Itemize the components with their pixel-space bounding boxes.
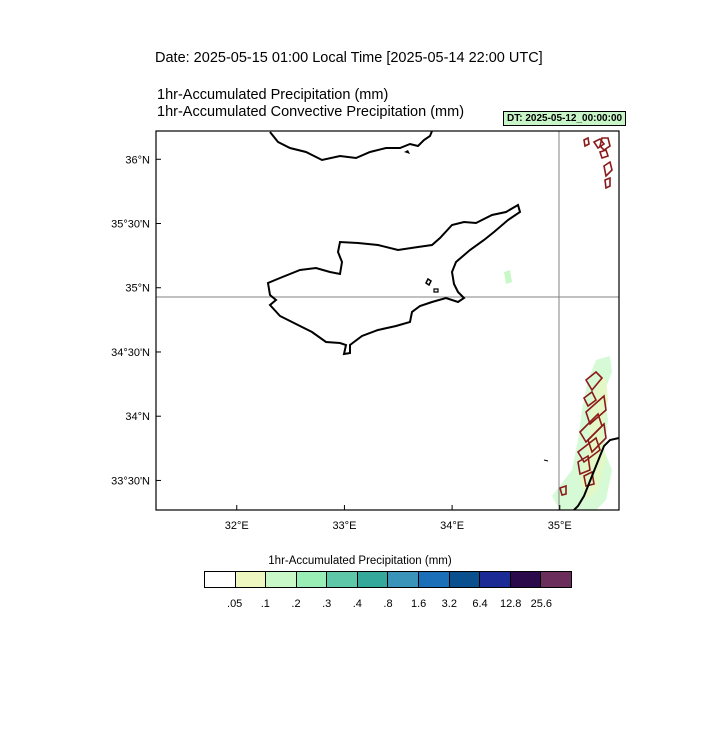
title-convective-precipitation: 1hr-Accumulated Convective Precipitation… xyxy=(157,104,465,120)
colorbar-cell xyxy=(480,572,511,587)
colorbar-cell xyxy=(541,572,571,587)
colorbar-label: 6.4 xyxy=(472,598,488,610)
cyprus-coastline xyxy=(266,203,522,356)
colorbar-label: .4 xyxy=(352,598,362,610)
levant-coastline xyxy=(573,437,620,511)
lon-tick-label: 33°E xyxy=(332,520,356,532)
colorbar-label: 3.2 xyxy=(441,598,457,610)
colorbar-label: .3 xyxy=(322,598,332,610)
colorbar-cell xyxy=(388,572,420,587)
colorbar-cell xyxy=(419,572,450,587)
colorbar-label: 12.8 xyxy=(499,598,522,610)
colorbar-label: .1 xyxy=(260,598,270,610)
colorbar-cell xyxy=(235,572,267,587)
colorbar-label: .2 xyxy=(291,598,301,610)
lat-tick-label: 35°N xyxy=(125,283,150,295)
date-line: Date: 2025-05-15 01:00 Local Time [2025-… xyxy=(155,50,543,66)
lon-tick-label: 32°E xyxy=(225,520,249,532)
colorbar-cell xyxy=(327,572,358,587)
colorbar-label: 1.6 xyxy=(411,598,427,610)
colorbar-label: 25.6 xyxy=(530,598,553,610)
islet-outline xyxy=(433,288,439,293)
colorbar-cell xyxy=(296,572,328,587)
title-precipitation: 1hr-Accumulated Precipitation (mm) xyxy=(157,87,389,103)
colorbar-cell xyxy=(510,572,542,587)
colorbar-cell xyxy=(357,572,389,587)
colorbar-label: .05 xyxy=(227,598,243,610)
colorbar-cell xyxy=(266,572,297,587)
gridlines xyxy=(156,131,619,510)
lat-tick-label: 33°30'N xyxy=(111,475,150,487)
lat-tick-label: 35°30'N xyxy=(111,219,150,231)
lon-tick-label: 34°E xyxy=(440,520,464,532)
lat-ticks: 36°N 35°30'N 35°N 34°30'N 34°N 33°30'N xyxy=(111,154,161,487)
turkey-coastline xyxy=(269,130,433,162)
lat-tick-label: 34°N xyxy=(125,411,150,423)
coast-fragment xyxy=(404,150,410,154)
colorbar-cell xyxy=(205,572,236,587)
colorbar-cell xyxy=(449,572,481,587)
islet-outline xyxy=(425,277,432,287)
dt-badge: DT: 2025-05-12_00:00:00 xyxy=(503,111,627,126)
lon-tick-label: 35°E xyxy=(548,520,572,532)
precipitation-shading xyxy=(504,270,612,510)
lon-ticks: 32°E 33°E 34°E 35°E xyxy=(225,505,572,532)
coast-fragment xyxy=(543,459,549,462)
lat-tick-label: 34°30'N xyxy=(111,347,150,359)
map-frame xyxy=(155,130,620,511)
lat-tick-label: 36°N xyxy=(125,154,150,166)
convective-contours xyxy=(559,136,613,496)
colorbar-label: .8 xyxy=(383,598,393,610)
colorbar-title: 1hr-Accumulated Precipitation (mm) xyxy=(268,555,452,567)
colorbar xyxy=(204,571,572,588)
